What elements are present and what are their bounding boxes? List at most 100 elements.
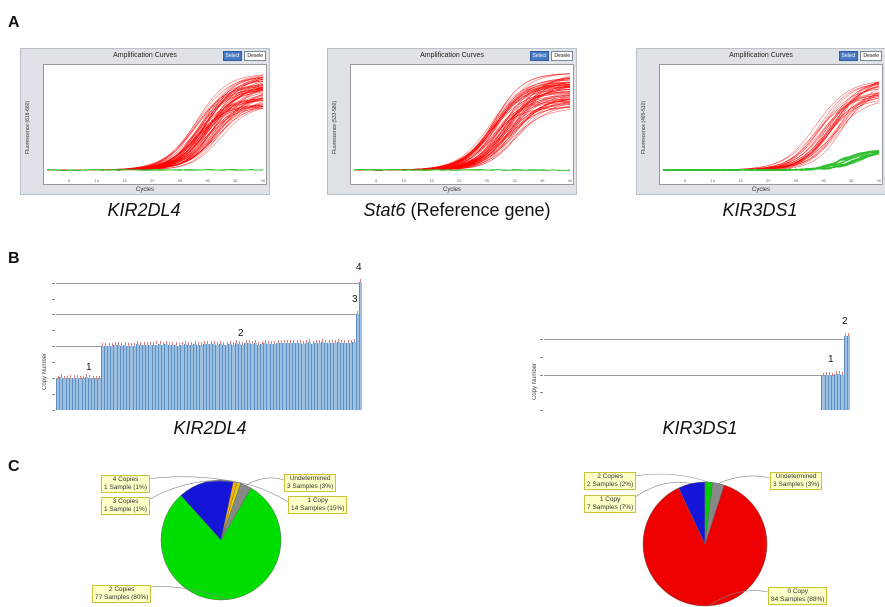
copy-number-bar	[320, 342, 325, 410]
pie-callout: Undetermined 3 Samples (3%)	[770, 472, 823, 490]
error-bar	[252, 341, 254, 345]
copy-number-annotation: 3	[352, 294, 358, 305]
gene-caption-stat6: Stat6 (Reference gene)	[363, 200, 551, 220]
copy-number-bars-kir2dl4: 1 2 3 4	[52, 262, 363, 411]
amp-curve	[47, 87, 264, 171]
gene-caption-kir2dl4: KIR2DL4	[107, 200, 181, 220]
pie-slice	[160, 487, 282, 601]
leader-line	[205, 480, 289, 503]
amp-x-tick: 5	[375, 178, 378, 183]
copy-number-bar	[275, 343, 280, 410]
copy-number-bar	[189, 345, 194, 410]
amp-curve	[47, 77, 264, 171]
pie-callout: 2 Copies 2 Samples (2%)	[584, 472, 637, 490]
gridline	[544, 374, 850, 376]
pie-callout: 4 Copies 1 Sample (1%)	[101, 475, 150, 493]
copy-number-bar	[103, 345, 108, 410]
error-bar	[347, 339, 349, 343]
error-bar	[248, 340, 250, 344]
error-bar	[350, 339, 352, 343]
amp-plot-area: 5 10 15 20 25 30 35 40	[350, 64, 574, 185]
error-bar	[842, 371, 844, 375]
copy-number-bar	[119, 346, 124, 410]
copy-number-bar	[358, 282, 363, 410]
amp-curve	[47, 107, 264, 171]
error-bar	[277, 340, 279, 344]
amp-curve	[47, 88, 264, 171]
panel-label-a: A	[8, 14, 20, 31]
copy-number-bar	[333, 342, 337, 410]
error-bar	[185, 341, 187, 345]
amp-x-tick: 35	[540, 178, 545, 183]
error-bar	[264, 340, 266, 344]
error-bar	[169, 342, 171, 346]
copy-number-bar	[100, 345, 105, 410]
leader-line	[633, 473, 709, 483]
copy-number-bar	[234, 343, 238, 410]
deselect-button[interactable]: Desele	[244, 51, 266, 61]
amp-x-tick: 40	[877, 178, 882, 183]
amp-x-tick: 20	[150, 178, 155, 183]
pie-slice	[704, 482, 725, 545]
copy-number-bar	[161, 344, 165, 410]
copy-number-bar	[196, 344, 200, 410]
copy-number-bar	[256, 344, 261, 410]
amp-x-tick: 25	[485, 178, 490, 183]
gridline	[56, 314, 362, 316]
copy-number-bar	[110, 345, 114, 410]
copy-number-bar	[346, 342, 350, 410]
copy-number-bar	[145, 345, 149, 410]
y-tick	[52, 362, 55, 364]
error-bar	[325, 339, 327, 343]
select-button[interactable]: Select	[529, 51, 550, 61]
error-bar	[835, 371, 837, 375]
copy-number-bar	[173, 344, 178, 410]
error-bar	[150, 342, 152, 346]
copy-number-bar	[228, 343, 232, 410]
error-bar	[216, 341, 218, 345]
callout-samples: 2 Samples (2%)	[587, 481, 634, 488]
amp-x-tick: 30	[205, 178, 210, 183]
error-bar	[309, 339, 311, 343]
amplification-chart-stat6: Amplification Curves Select Desele Fluore…	[327, 48, 577, 195]
amp-x-tick: 15	[429, 178, 434, 183]
amp-curve	[354, 77, 571, 171]
amp-x-tick: 40	[568, 178, 573, 183]
copy-number-bar	[304, 343, 309, 410]
copy-number-bar	[352, 341, 356, 410]
copy-number-annotation: 2	[238, 328, 244, 339]
deselect-button[interactable]: Desele	[551, 51, 573, 61]
error-bar	[341, 339, 343, 343]
y-tick	[540, 357, 543, 359]
error-bar	[204, 340, 206, 344]
copy-number-bar	[295, 342, 299, 410]
copy-number-bar	[212, 344, 216, 410]
copy-number-bar	[97, 379, 101, 410]
copy-number-bar	[301, 343, 305, 410]
y-tick	[52, 314, 55, 316]
amp-curves: 5 10 15 20 25 30 35 40	[46, 74, 266, 183]
select-button[interactable]: Select	[222, 51, 243, 61]
bar-ylabel-kir2dl4: Copy Number	[42, 352, 48, 390]
copy-number-bar	[154, 344, 159, 410]
copy-number-bar	[840, 374, 844, 410]
error-bar	[293, 340, 295, 344]
error-bar	[271, 341, 273, 345]
select-button[interactable]: Select	[838, 51, 859, 61]
pie-callout: Undetermined 3 Samples (3%)	[284, 474, 337, 492]
amp-curve	[47, 81, 264, 171]
error-bar	[832, 372, 834, 376]
deselect-button[interactable]: Desele	[860, 51, 882, 61]
leader-line	[147, 480, 236, 501]
pie-callout: 1 Copy 7 Samples (7%)	[584, 495, 637, 513]
amp-xlabel: Cycles	[135, 187, 154, 193]
y-tick	[540, 374, 543, 376]
amplification-chart-kir3ds1: Amplification Curves Select Desele Fluore…	[636, 48, 885, 195]
error-bar	[79, 375, 81, 379]
copy-number-bar	[285, 342, 289, 410]
copy-number-bar	[269, 344, 274, 410]
copy-number-bar	[138, 344, 143, 410]
error-bar	[258, 341, 260, 345]
error-bar	[354, 338, 356, 342]
copy-number-bar	[279, 343, 283, 410]
